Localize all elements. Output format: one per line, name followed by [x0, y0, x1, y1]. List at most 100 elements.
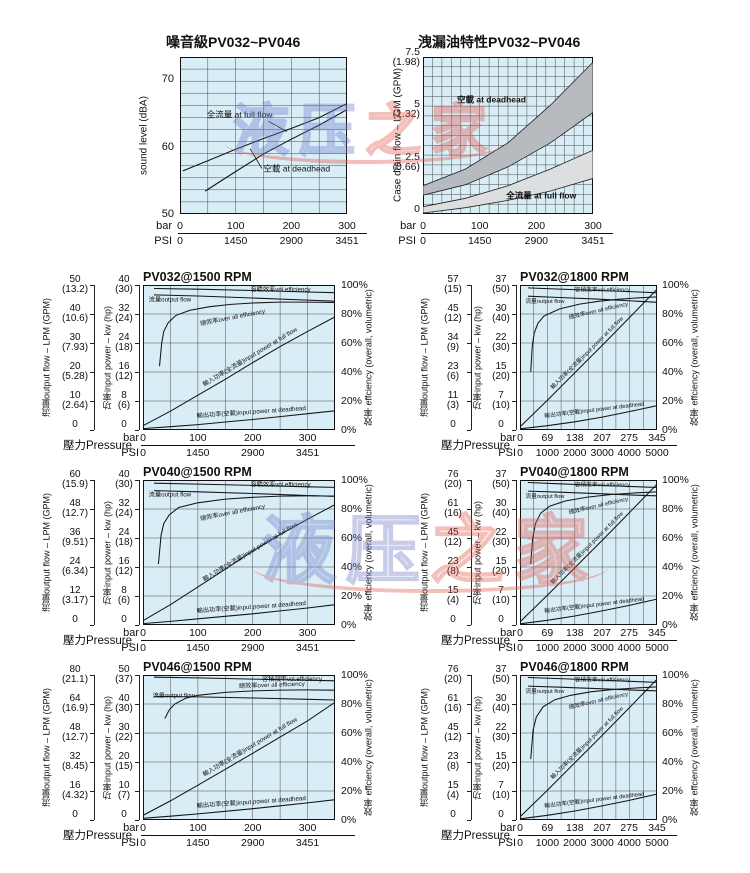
- power-tick: 24 (18): [98, 528, 150, 548]
- eff-tick: 100%: [662, 669, 689, 681]
- flow-tick: 15 (4): [427, 586, 479, 606]
- y-tick: 0: [386, 203, 420, 215]
- flow-tick-gpm: (13.2): [61, 284, 89, 295]
- x-axis-unit-psi: PSI: [121, 837, 139, 849]
- power-tick: 22 (30): [475, 333, 527, 353]
- x-axis-unit-psi: PSI: [498, 642, 516, 654]
- series-pf: [520, 288, 657, 428]
- power-tick-hp: (24): [115, 313, 133, 324]
- series-pf: [520, 678, 657, 818]
- flow-tick-gpm: (6): [446, 371, 460, 382]
- tick-mark: [512, 538, 516, 539]
- flow-tick-gpm: (9.51): [61, 537, 89, 548]
- series-pd: [520, 598, 657, 625]
- tick-mark: [512, 285, 516, 286]
- power-tick-kw: 22: [495, 722, 507, 733]
- plot-frame: [520, 675, 657, 820]
- psi-tick: 2900: [241, 837, 265, 849]
- eff-tick: 40%: [662, 366, 684, 378]
- band-label-full_flow_band: 全流量 at full flow: [505, 190, 576, 200]
- psi-tick: 0: [140, 447, 146, 459]
- curve-label-vol: 容積效率vol.efficiency: [251, 481, 312, 489]
- power-tick: 22 (30): [475, 528, 527, 548]
- tick-mark: [90, 538, 94, 539]
- psi-tick: 1450: [186, 642, 210, 654]
- eff-tick: 40%: [341, 756, 363, 768]
- series-flow: [527, 685, 657, 692]
- eff-tick: 20%: [341, 785, 363, 797]
- psi-tick: 5000: [645, 837, 669, 849]
- power-tick-kw: 32: [118, 303, 130, 314]
- tick-mark: [135, 733, 139, 734]
- x-axis-unit-bar: bar: [500, 432, 516, 444]
- flow-tick: 0: [427, 615, 479, 625]
- power-tick-hp: (37): [115, 674, 133, 685]
- tick-mark: [512, 733, 516, 734]
- flow-tick-lpm: 48: [69, 498, 81, 509]
- tick-mark: [467, 314, 471, 315]
- series-deadhead: [204, 109, 347, 192]
- tick-mark: [135, 596, 139, 597]
- eff-tick: 40%: [341, 561, 363, 573]
- power-tick-hp: (50): [492, 674, 510, 685]
- tick-mark: [135, 314, 139, 315]
- flow-tick-lpm: 0: [450, 419, 456, 430]
- psi-tick: 0: [177, 235, 183, 247]
- pump-chart-pv040-1800: PV040@1800 RPM 流量output flow – LPM (GPM) 功…: [415, 465, 750, 660]
- power-tick-kw: 7: [498, 585, 504, 596]
- power-tick: 7 (10): [475, 391, 527, 411]
- power-tick-kw: 0: [498, 614, 504, 625]
- flow-tick-lpm: 45: [447, 527, 459, 538]
- power-tick-hp: (18): [115, 342, 133, 353]
- eff-tick: 60%: [662, 532, 684, 544]
- chart-title: 噪音級PV032~PV046: [166, 34, 301, 50]
- flow-tick: 0: [427, 810, 479, 820]
- eff-tick: 100%: [341, 474, 368, 486]
- flow-tick-gpm: (12): [444, 732, 462, 743]
- flow-tick: 34 (9): [427, 333, 479, 353]
- tick-mark: [467, 675, 471, 676]
- y-tick-lpm: 0: [414, 203, 420, 215]
- eff-tick: 100%: [662, 279, 689, 291]
- psi-tick: 1450: [186, 447, 210, 459]
- tick-mark: [90, 430, 94, 431]
- flow-tick-gpm: (15): [444, 284, 462, 295]
- series-oa: [530, 296, 657, 373]
- x-axis-unit-bar: bar: [123, 627, 139, 639]
- flow-tick-gpm: (8.45): [61, 761, 89, 772]
- bar-tick: 345: [648, 432, 666, 444]
- flow-tick-gpm: (4.32): [61, 790, 89, 801]
- power-tick-hp: (20): [492, 371, 510, 382]
- flow-tick-gpm: (16): [444, 508, 462, 519]
- plot-frame: [520, 285, 657, 430]
- bar-tick: 275: [620, 432, 638, 444]
- psi-tick: 3451: [295, 837, 320, 849]
- bar-tick: 69: [541, 822, 554, 834]
- flow-tick-lpm: 40: [69, 303, 81, 314]
- eff-tick: 0%: [341, 619, 357, 631]
- bar-tick: 200: [243, 432, 262, 444]
- tick-mark: [467, 538, 471, 539]
- power-tick-hp: (40): [492, 703, 510, 714]
- bar-tick: 300: [298, 822, 317, 834]
- psi-tick: 0: [517, 642, 523, 654]
- eff-tick: 20%: [341, 395, 363, 407]
- psi-tick: 3451: [581, 235, 605, 247]
- psi-tick: 2000: [563, 447, 587, 459]
- flow-tick-lpm: 15: [447, 585, 459, 596]
- curve-label-flow: 流量output flow: [149, 491, 192, 499]
- flow-tick-lpm: 30: [69, 332, 81, 343]
- x-axis-title: 壓力Pressure: [63, 635, 133, 647]
- psi-tick: 1450: [186, 837, 210, 849]
- tick-mark: [512, 509, 516, 510]
- power-tick-hp: (22): [115, 732, 133, 743]
- axis-divider-line: [141, 640, 355, 641]
- x-axis-unit-bar: bar: [500, 627, 516, 639]
- curve-label-vol: 容積效率vol.efficiency: [575, 286, 630, 294]
- axis-divider-line: [518, 640, 677, 641]
- x-axis-unit-bar: bar: [123, 822, 139, 834]
- power-tick: 15 (20): [475, 557, 527, 577]
- flow-tick-gpm: (8): [446, 566, 460, 577]
- eff-tick: 100%: [662, 474, 689, 486]
